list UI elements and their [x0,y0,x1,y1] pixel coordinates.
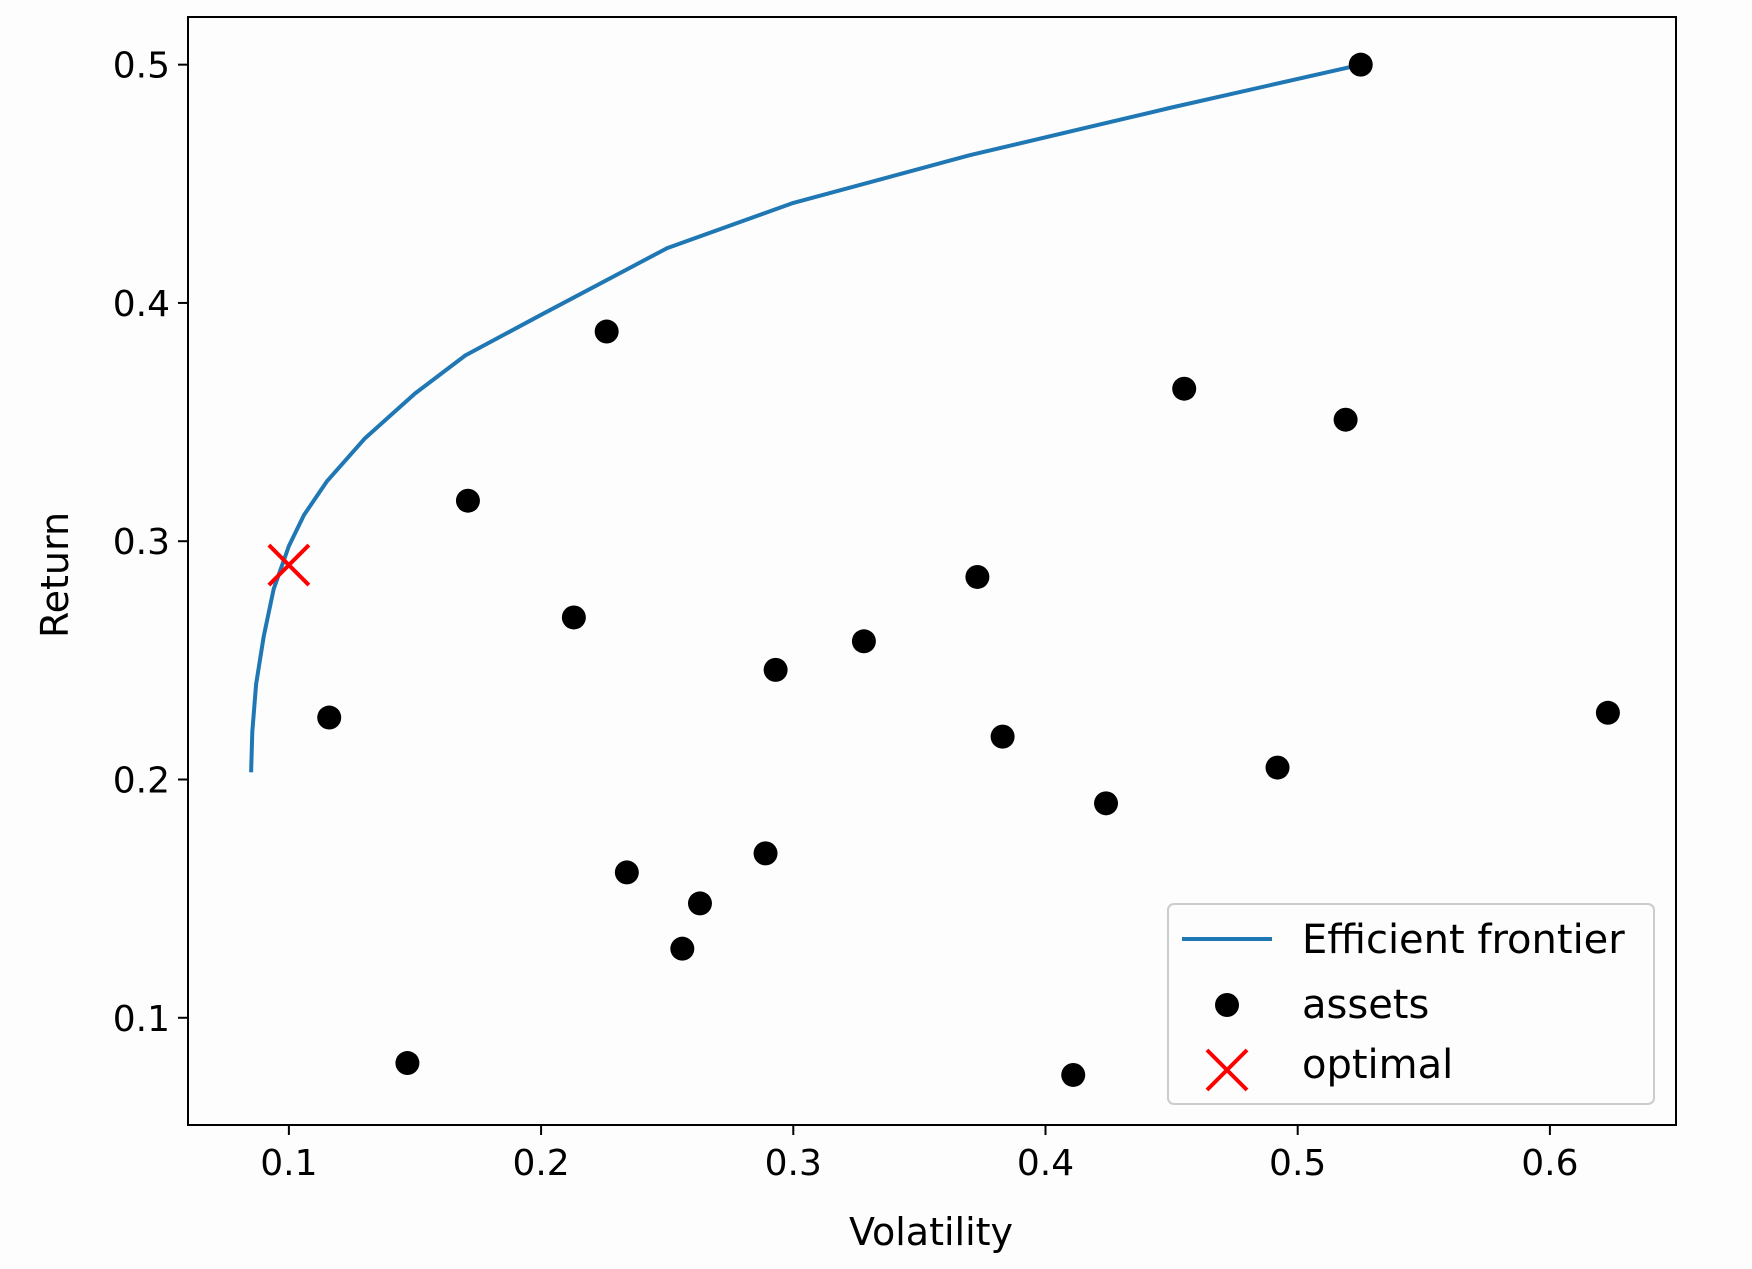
asset-point [851,629,876,654]
plot-area [249,52,1620,1087]
x-tick-label: 0.2 [512,1143,569,1184]
legend-optimal-swatch [1205,1048,1249,1092]
plot-frame [187,16,1677,1126]
asset-point [1265,755,1290,780]
x-axis: 0.1 0.2 0.3 0.4 0.5 0.6 [260,1125,1579,1184]
y-tick-label: 0.3 [113,522,170,563]
x-tick-label: 0.3 [765,1143,822,1184]
asset-point [1172,376,1197,401]
y-tick-label: 0.2 [113,760,170,801]
asset-point [1595,700,1620,725]
asset-point [763,657,788,682]
y-axis-label: Return [33,512,77,638]
legend-label-optimal: optimal [1302,1042,1453,1088]
asset-point [1061,1062,1086,1087]
x-tick-label: 0.4 [1017,1143,1074,1184]
asset-point [1333,407,1358,432]
asset-point [395,1051,420,1076]
asset-point [455,488,480,513]
asset-point [594,319,619,344]
x-tick-label: 0.5 [1269,1143,1326,1184]
y-tick-label: 0.4 [113,284,170,325]
asset-point [687,891,712,916]
efficient-frontier-line [249,62,1362,773]
x-tick-label: 0.6 [1521,1143,1578,1184]
asset-point [317,705,342,730]
y-tick-label: 0.5 [113,46,170,87]
x-axis-label: Volatility [849,1210,1013,1254]
asset-point [670,936,695,961]
asset-point [1094,791,1119,816]
y-tick-label: 0.1 [113,999,170,1040]
asset-point [561,605,586,630]
legend-assets-swatch [1215,993,1239,1017]
asset-point [753,841,778,866]
legend-label-assets: assets [1302,982,1429,1028]
asset-point [990,724,1015,749]
y-axis: 0.1 0.2 0.3 0.4 0.5 [113,46,188,1040]
legend-label-efficient-frontier: Efficient frontier [1302,917,1625,963]
legend: Efficient frontier assets optimal [1167,903,1655,1105]
optimal-marker [267,543,311,587]
asset-point [1348,52,1373,77]
legend-box [1167,903,1655,1105]
asset-point [965,564,990,589]
asset-point [614,860,639,885]
x-tick-label: 0.1 [260,1143,317,1184]
